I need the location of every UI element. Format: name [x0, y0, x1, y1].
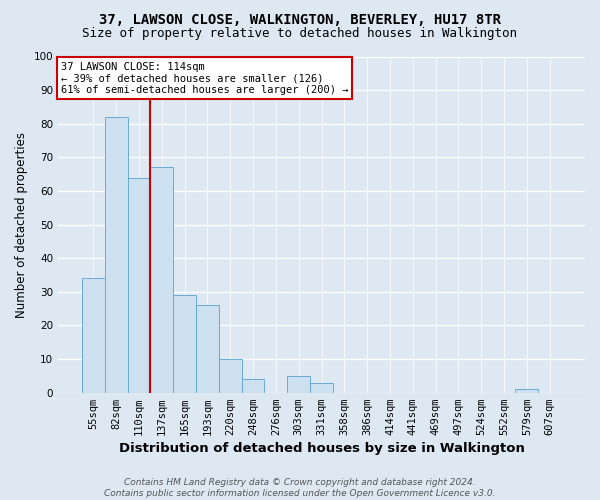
X-axis label: Distribution of detached houses by size in Walkington: Distribution of detached houses by size …: [119, 442, 524, 455]
Bar: [287, 376, 310, 392]
Text: 37, LAWSON CLOSE, WALKINGTON, BEVERLEY, HU17 8TR: 37, LAWSON CLOSE, WALKINGTON, BEVERLEY, …: [99, 12, 501, 26]
Bar: [105, 117, 128, 392]
Text: Size of property relative to detached houses in Walkington: Size of property relative to detached ho…: [83, 28, 517, 40]
Bar: [242, 379, 265, 392]
Bar: [151, 168, 173, 392]
Bar: [515, 390, 538, 392]
Bar: [310, 382, 333, 392]
Text: Contains HM Land Registry data © Crown copyright and database right 2024.
Contai: Contains HM Land Registry data © Crown c…: [104, 478, 496, 498]
Bar: [196, 306, 219, 392]
Y-axis label: Number of detached properties: Number of detached properties: [15, 132, 28, 318]
Bar: [219, 359, 242, 392]
Text: 37 LAWSON CLOSE: 114sqm
← 39% of detached houses are smaller (126)
61% of semi-d: 37 LAWSON CLOSE: 114sqm ← 39% of detache…: [61, 62, 348, 94]
Bar: [82, 278, 105, 392]
Bar: [128, 178, 151, 392]
Bar: [173, 295, 196, 392]
